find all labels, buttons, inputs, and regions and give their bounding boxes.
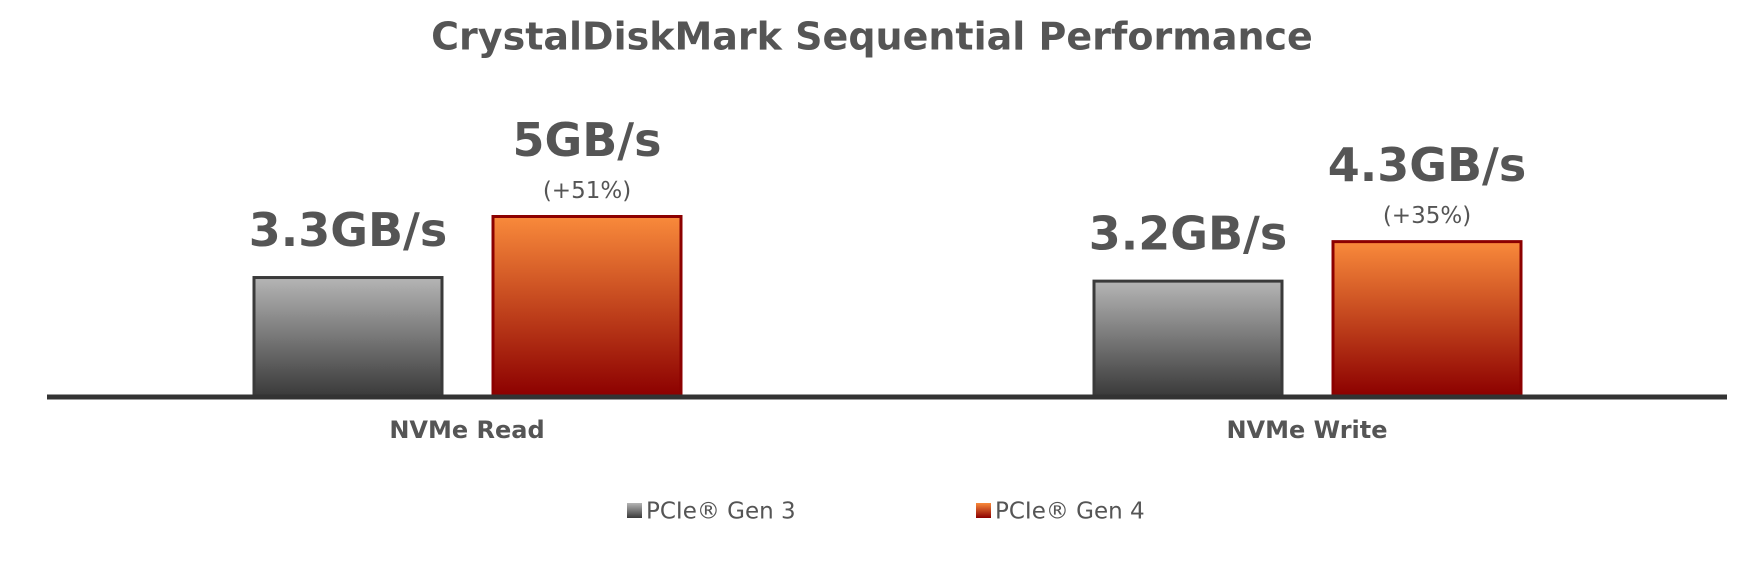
- legend-label: PCIe® Gen 3: [646, 499, 796, 525]
- annotation: (+35%): [1383, 203, 1471, 229]
- legend-swatch: [976, 503, 991, 518]
- value-label: 3.3GB/s: [249, 203, 448, 257]
- bar: [252, 276, 444, 398]
- value-label: 3.2GB/s: [1089, 207, 1288, 261]
- bar: [1092, 279, 1284, 398]
- annotation: (+51%): [543, 178, 631, 204]
- x-tick-label: NVMe Read: [389, 416, 544, 444]
- value-label: 5GB/s: [512, 113, 661, 167]
- bar: [491, 215, 683, 398]
- bar: [1331, 240, 1523, 398]
- legend-swatch: [627, 503, 642, 518]
- chart-title: CrystalDiskMark Sequential Performance: [431, 15, 1313, 59]
- value-label: 4.3GB/s: [1328, 138, 1527, 192]
- legend-label: PCIe® Gen 4: [995, 499, 1145, 525]
- x-tick-label: NVMe Write: [1226, 416, 1387, 444]
